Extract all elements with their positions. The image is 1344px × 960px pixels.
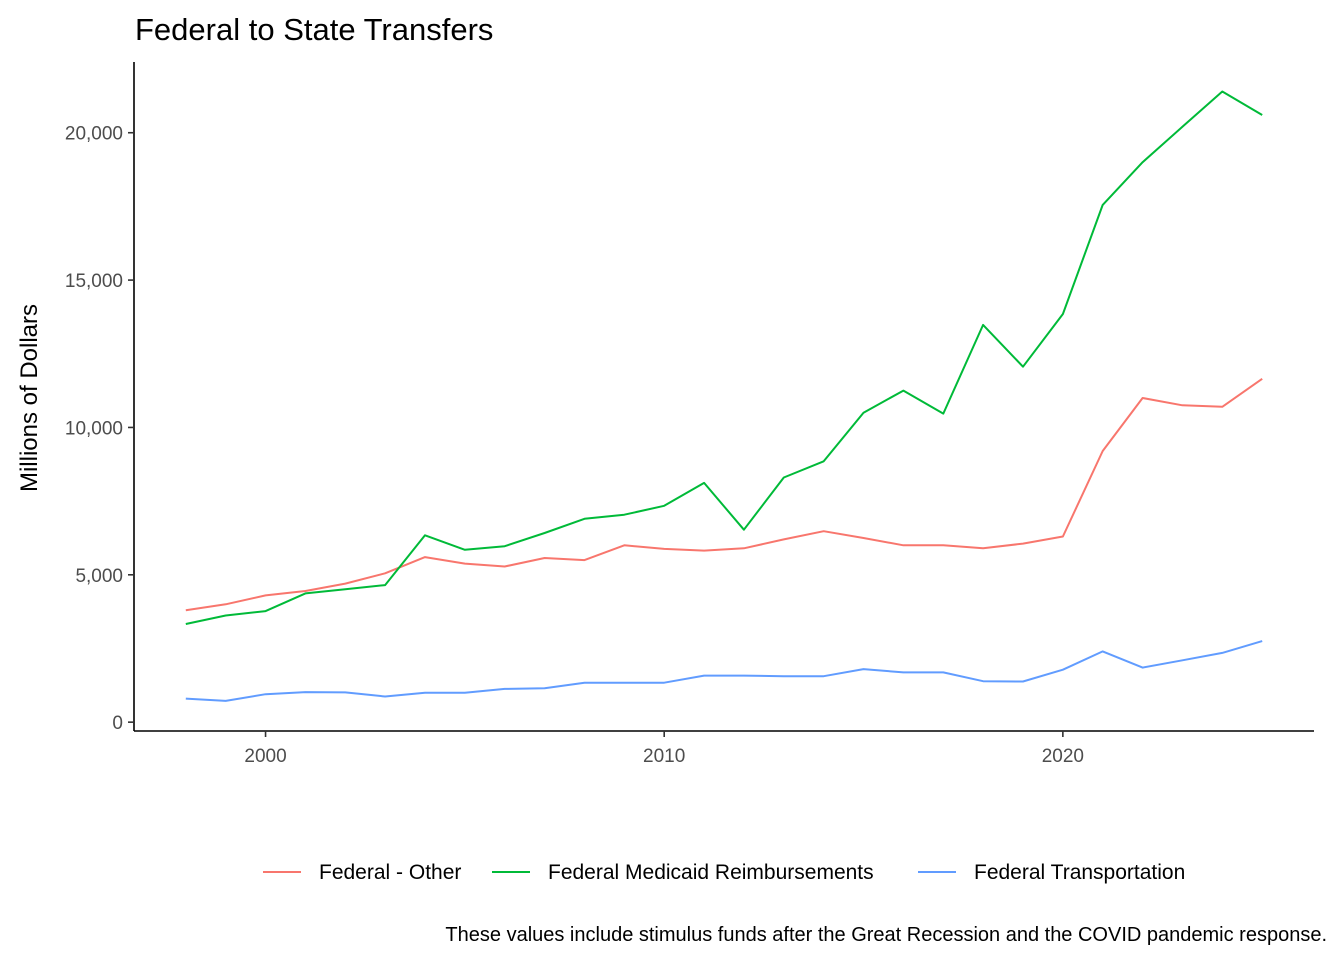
y-tick-label: 10,000	[65, 418, 123, 439]
y-tick-label: 0	[112, 713, 123, 734]
y-tick-label: 5,000	[75, 566, 123, 587]
y-ticks: 0 5,000 10,000 15,000 20,000	[65, 124, 134, 734]
legend-item: Federal - Other	[263, 861, 461, 884]
y-tick-label: 20,000	[65, 124, 123, 145]
legend-label: Federal - Other	[319, 861, 461, 884]
chart-title: Federal to State Transfers	[135, 12, 493, 47]
series-lines	[185, 90, 1263, 702]
x-tick-label: 2000	[244, 746, 286, 767]
y-tick-label: 15,000	[65, 271, 123, 292]
legend: Federal - Other Federal Medicaid Reimburs…	[263, 861, 1185, 884]
legend-label: Federal Transportation	[974, 861, 1185, 884]
y-axis-title: Millions of Dollars	[16, 304, 43, 492]
axes	[133, 62, 1314, 732]
x-tick-label: 2020	[1042, 746, 1084, 767]
series-line-federal-transportation	[185, 640, 1263, 702]
legend-item: Federal Transportation	[918, 861, 1185, 884]
series-line-federal-other	[185, 377, 1263, 612]
legend-item: Federal Medicaid Reimbursements	[492, 861, 874, 884]
series-line-federal-medicaid-reimbursements	[185, 90, 1263, 625]
x-tick-label: 2010	[643, 746, 685, 767]
y-axis-title-group: Millions of Dollars	[16, 304, 43, 492]
x-ticks: 2000 2010 2020	[244, 731, 1084, 767]
legend-label: Federal Medicaid Reimbursements	[548, 861, 874, 884]
chart-caption: These values include stimulus funds afte…	[445, 924, 1327, 946]
